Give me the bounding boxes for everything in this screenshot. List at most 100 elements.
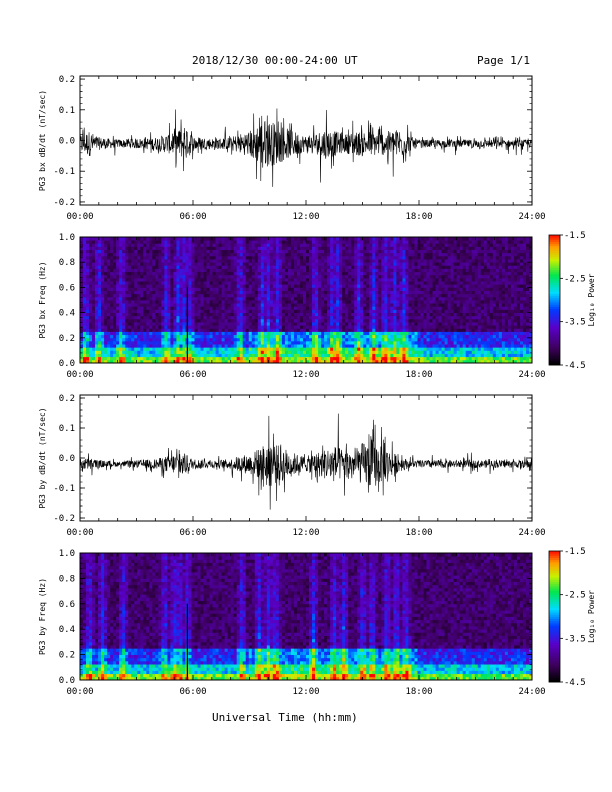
heatmap-cell — [107, 252, 111, 257]
heatmap-cell — [327, 356, 331, 361]
heatmap-cell — [212, 255, 216, 260]
heatmap-cell — [101, 347, 105, 351]
heatmap-cell — [98, 306, 102, 310]
heatmap-cell — [290, 259, 295, 263]
heatmap-cell — [381, 293, 385, 298]
heatmap-cell — [399, 312, 403, 317]
heatmap-cell — [131, 265, 135, 269]
heatmap-cell — [287, 347, 292, 351]
heatmap-cell — [296, 271, 301, 276]
heatmap-cell — [351, 340, 355, 345]
heatmap-cell — [245, 312, 250, 317]
heatmap-cell — [366, 356, 370, 361]
heatmap-cell — [182, 328, 186, 332]
heatmap-cell — [306, 300, 310, 304]
heatmap-cell — [330, 318, 334, 323]
heatmap-cell — [378, 243, 382, 247]
heatmap-cell — [429, 274, 433, 279]
heatmap-cell — [357, 249, 361, 254]
heatmap-cell — [396, 290, 400, 295]
heatmap-cell — [152, 344, 156, 348]
heatmap-cell — [381, 255, 385, 260]
heatmap-cell — [110, 284, 114, 288]
heatmap-cell — [423, 315, 427, 320]
heatmap-cell — [158, 274, 162, 279]
heatmap-cell — [83, 306, 87, 310]
heatmap-cell — [206, 344, 210, 348]
heatmap-cell — [441, 240, 446, 244]
heatmap-cell — [336, 300, 340, 304]
heatmap-cell — [327, 277, 331, 282]
heatmap-cell — [360, 255, 364, 260]
heatmap-cell — [152, 262, 156, 266]
heatmap-cell — [170, 328, 174, 332]
heatmap-cell — [351, 322, 355, 326]
heatmap-cell — [107, 296, 111, 301]
heatmap-cell — [272, 290, 277, 295]
heatmap-cell — [182, 268, 186, 273]
heatmap-cell — [92, 306, 96, 310]
heatmap-cell — [435, 350, 439, 354]
heatmap-cell — [269, 281, 274, 285]
heatmap-cell — [275, 281, 280, 285]
heatmap-cell — [284, 290, 289, 295]
heatmap-cell — [432, 328, 436, 332]
heatmap-cell — [89, 249, 93, 254]
heatmap-cell — [95, 271, 99, 276]
heatmap-cell — [89, 334, 93, 339]
heatmap-cell — [435, 259, 439, 263]
heatmap-cell — [173, 340, 177, 345]
heatmap-cell — [432, 265, 436, 269]
heatmap-cell — [215, 277, 220, 282]
heatmap-cell — [167, 328, 171, 332]
heatmap-cell — [441, 262, 446, 266]
heatmap-cell — [333, 331, 337, 336]
heatmap-cell — [408, 296, 412, 301]
heatmap-cell — [281, 265, 286, 269]
heatmap-cell — [137, 287, 141, 291]
heatmap-cell — [348, 318, 352, 323]
heatmap-cell — [333, 259, 337, 263]
heatmap-cell — [125, 277, 129, 282]
heatmap-cell — [290, 334, 295, 339]
heatmap-cell — [351, 284, 355, 288]
heatmap-cell — [369, 328, 373, 332]
heatmap-cell — [408, 306, 412, 310]
heatmap-cell — [167, 331, 171, 336]
heatmap-cell — [315, 325, 319, 329]
heatmap-cell — [266, 312, 271, 317]
heatmap-cell — [423, 290, 427, 295]
heatmap-cell — [345, 312, 349, 317]
heatmap-cell — [131, 237, 135, 241]
heatmap-cell — [128, 347, 132, 351]
heatmap-cell — [372, 281, 376, 285]
heatmap-cell — [296, 312, 301, 317]
heatmap-cell — [182, 315, 186, 320]
heatmap-cell — [233, 246, 238, 250]
heatmap-cell — [390, 344, 394, 348]
heatmap-cell — [284, 359, 289, 364]
heatmap-cell — [411, 246, 415, 250]
heatmap-cell — [324, 347, 328, 351]
heatmap-cell — [95, 328, 99, 332]
heatmap-cell — [215, 337, 220, 342]
heatmap-cell — [134, 255, 138, 260]
heatmap-cell — [86, 356, 90, 361]
heatmap-cell — [399, 274, 403, 279]
heatmap-cell — [197, 246, 201, 250]
heatmap-cell — [363, 300, 367, 304]
heatmap-cell — [351, 281, 355, 285]
heatmap-cell — [107, 303, 111, 307]
heatmap-cell — [143, 334, 147, 339]
heatmap-cell — [399, 340, 403, 345]
heatmap-cell — [369, 287, 373, 291]
heatmap-cell — [227, 300, 232, 304]
heatmap-cell — [140, 271, 144, 276]
heatmap-cell — [251, 306, 256, 310]
heatmap-cell — [387, 240, 391, 244]
heatmap-cell — [266, 296, 271, 301]
heatmap-cell — [89, 255, 93, 260]
heatmap-cell — [224, 347, 229, 351]
heatmap-cell — [257, 255, 262, 260]
heatmap-cell — [360, 268, 364, 273]
